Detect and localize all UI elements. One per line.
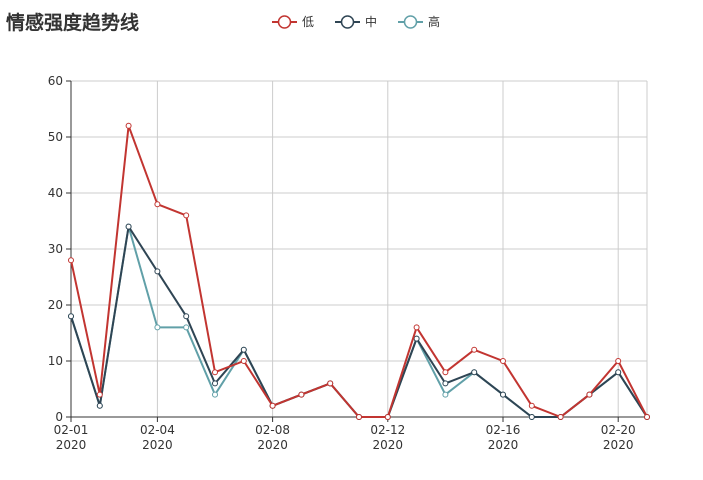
data-point[interactable]	[500, 391, 506, 398]
data-point[interactable]	[68, 313, 74, 320]
data-point[interactable]	[413, 335, 420, 342]
data-point[interactable]	[528, 414, 535, 420]
x-tick-year-label: 2020	[56, 438, 87, 452]
y-tick-label: 50	[48, 130, 63, 144]
data-point[interactable]	[471, 369, 478, 376]
x-tick-label: 02-04	[140, 423, 175, 437]
data-point[interactable]	[269, 402, 276, 409]
data-point[interactable]	[240, 358, 247, 364]
y-tick-label: 0	[55, 410, 63, 424]
legend[interactable]: 低中高	[272, 14, 440, 29]
data-point[interactable]	[471, 346, 478, 353]
data-point[interactable]	[557, 414, 564, 420]
x-tick-year-label: 2020	[488, 438, 519, 452]
data-point[interactable]	[212, 391, 218, 398]
data-point[interactable]	[96, 402, 103, 409]
legend-item[interactable]: 高	[398, 14, 440, 29]
data-point[interactable]	[644, 414, 650, 420]
y-tick-label: 20	[48, 298, 63, 312]
chart-title: 情感强度趋势线	[6, 12, 140, 34]
x-tick-label: 02-01	[54, 423, 89, 437]
legend-item[interactable]: 低	[272, 15, 314, 29]
data-point[interactable]	[500, 358, 506, 364]
x-tick-year-label: 2020	[373, 438, 404, 452]
data-point[interactable]	[615, 358, 622, 364]
data-point[interactable]	[327, 380, 334, 387]
x-tick-label: 02-08	[255, 423, 290, 437]
data-point[interactable]	[154, 324, 161, 331]
data-point[interactable]	[183, 212, 190, 219]
y-tick-label: 30	[48, 242, 63, 256]
x-tick-year-label: 2020	[142, 438, 173, 452]
legend-label: 低	[302, 15, 314, 29]
legend-marker-icon	[277, 15, 292, 29]
data-point[interactable]	[384, 414, 391, 420]
y-tick-label: 40	[48, 186, 63, 200]
data-point[interactable]	[96, 391, 103, 398]
x-tick-label: 02-12	[370, 423, 405, 437]
data-point[interactable]	[125, 122, 132, 129]
data-point[interactable]	[240, 346, 247, 353]
data-point[interactable]	[298, 391, 305, 398]
data-point[interactable]	[68, 257, 74, 264]
data-point[interactable]	[356, 414, 362, 420]
data-point[interactable]	[615, 369, 622, 376]
data-point[interactable]	[154, 201, 161, 208]
series-1	[68, 122, 650, 420]
grid-layer	[71, 80, 648, 417]
series-3	[68, 223, 650, 420]
legend-label: 高	[428, 14, 440, 29]
legend-marker-icon	[340, 15, 355, 29]
axis-layer: 010203040506002-01202002-04202002-082020…	[48, 74, 647, 452]
x-tick-year-label: 2020	[603, 438, 634, 452]
legend-marker-icon	[403, 15, 418, 29]
data-point[interactable]	[212, 380, 218, 387]
data-point[interactable]	[528, 402, 535, 409]
data-point[interactable]	[413, 324, 420, 331]
data-point[interactable]	[183, 313, 190, 320]
data-point[interactable]	[442, 391, 449, 398]
x-tick-label: 02-20	[601, 423, 636, 437]
y-tick-label: 10	[48, 354, 63, 368]
series-layer	[68, 122, 650, 420]
data-point[interactable]	[212, 369, 218, 376]
data-point[interactable]	[442, 380, 449, 387]
legend-label: 中	[365, 14, 377, 29]
data-point[interactable]	[183, 324, 190, 331]
data-point[interactable]	[442, 369, 449, 376]
data-point[interactable]	[154, 268, 161, 275]
data-point[interactable]	[586, 391, 593, 398]
x-tick-label: 02-16	[486, 423, 521, 437]
legend-item[interactable]: 中	[335, 14, 377, 29]
x-tick-year-label: 2020	[257, 438, 288, 452]
data-point[interactable]	[125, 223, 132, 230]
y-tick-label: 60	[48, 74, 63, 88]
